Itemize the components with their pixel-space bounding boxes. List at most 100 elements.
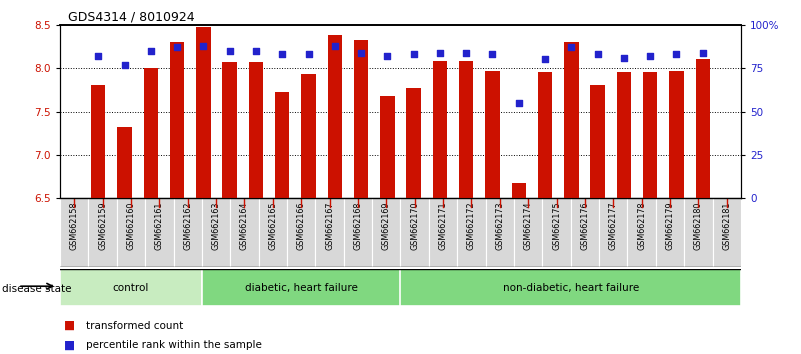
Text: ■: ■: [64, 319, 75, 332]
Point: [460, 50, 473, 55]
Bar: [275, 92, 289, 198]
Bar: [354, 40, 368, 198]
Bar: [599, 198, 627, 267]
Bar: [170, 42, 184, 198]
Text: GSM662159: GSM662159: [99, 202, 107, 250]
Point: [565, 45, 578, 50]
Point: [644, 53, 657, 59]
Bar: [570, 198, 599, 267]
Bar: [196, 27, 211, 198]
Bar: [512, 183, 526, 198]
Text: GSM662171: GSM662171: [439, 202, 448, 250]
Point: [171, 45, 183, 50]
Text: GSM662172: GSM662172: [467, 202, 476, 250]
Point: [381, 53, 394, 59]
Text: GSM662168: GSM662168: [353, 202, 362, 250]
Bar: [485, 71, 500, 198]
Text: GSM662161: GSM662161: [155, 202, 164, 250]
Bar: [617, 73, 631, 198]
Bar: [590, 86, 605, 198]
Text: percentile rank within the sample: percentile rank within the sample: [86, 340, 262, 350]
Text: ■: ■: [64, 339, 75, 352]
Bar: [695, 59, 710, 198]
Text: GSM662167: GSM662167: [325, 202, 334, 250]
Text: GSM662164: GSM662164: [240, 202, 249, 250]
Bar: [459, 61, 473, 198]
Text: transformed count: transformed count: [86, 321, 183, 331]
Bar: [88, 198, 117, 267]
Text: GSM662165: GSM662165: [268, 202, 277, 250]
Bar: [433, 61, 447, 198]
Text: GSM662170: GSM662170: [410, 202, 419, 250]
Bar: [316, 198, 344, 267]
Bar: [91, 86, 106, 198]
Bar: [380, 96, 395, 198]
Bar: [429, 198, 457, 267]
Text: GSM662174: GSM662174: [524, 202, 533, 250]
Bar: [60, 269, 202, 306]
Bar: [344, 198, 372, 267]
Bar: [287, 198, 316, 267]
Point: [696, 50, 709, 55]
Text: GSM662169: GSM662169: [382, 202, 391, 250]
Text: control: control: [113, 282, 149, 293]
Bar: [328, 35, 342, 198]
Bar: [60, 198, 88, 267]
Point: [513, 100, 525, 106]
Bar: [301, 74, 316, 198]
Point: [591, 51, 604, 57]
Bar: [143, 68, 158, 198]
Text: GSM662179: GSM662179: [666, 202, 674, 250]
Bar: [223, 62, 237, 198]
Point: [670, 51, 683, 57]
Bar: [713, 198, 741, 267]
Text: GSM662175: GSM662175: [552, 202, 561, 250]
Bar: [684, 198, 713, 267]
Point: [618, 55, 630, 61]
Bar: [174, 198, 202, 267]
Point: [118, 62, 131, 68]
Bar: [670, 71, 684, 198]
Text: disease state: disease state: [2, 284, 71, 293]
Point: [197, 43, 210, 48]
Bar: [231, 198, 259, 267]
Text: diabetic, heart failure: diabetic, heart failure: [245, 282, 358, 293]
Bar: [202, 198, 231, 267]
Bar: [406, 88, 421, 198]
Bar: [564, 42, 578, 198]
Point: [355, 50, 368, 55]
Point: [223, 48, 236, 53]
Bar: [656, 198, 684, 267]
Point: [302, 51, 315, 57]
Point: [486, 51, 499, 57]
Text: GSM662160: GSM662160: [127, 202, 135, 250]
Bar: [514, 198, 542, 267]
Point: [328, 43, 341, 48]
Text: GSM662162: GSM662162: [183, 202, 192, 250]
Bar: [400, 198, 429, 267]
Bar: [400, 269, 741, 306]
Point: [407, 51, 420, 57]
Point: [144, 48, 157, 53]
Bar: [259, 198, 287, 267]
Text: GDS4314 / 8010924: GDS4314 / 8010924: [68, 11, 195, 24]
Bar: [643, 73, 658, 198]
Point: [276, 51, 288, 57]
Bar: [542, 198, 570, 267]
Bar: [457, 198, 485, 267]
Text: non-diabetic, heart failure: non-diabetic, heart failure: [502, 282, 639, 293]
Bar: [117, 198, 145, 267]
Point: [433, 50, 446, 55]
Text: GSM662158: GSM662158: [70, 202, 78, 250]
Text: GSM662173: GSM662173: [495, 202, 505, 250]
Text: GSM662163: GSM662163: [211, 202, 220, 250]
Bar: [372, 198, 400, 267]
Bar: [202, 269, 400, 306]
Bar: [145, 198, 174, 267]
Bar: [537, 73, 552, 198]
Point: [92, 53, 105, 59]
Point: [250, 48, 263, 53]
Text: GSM662181: GSM662181: [723, 202, 731, 250]
Bar: [485, 198, 514, 267]
Text: GSM662177: GSM662177: [609, 202, 618, 250]
